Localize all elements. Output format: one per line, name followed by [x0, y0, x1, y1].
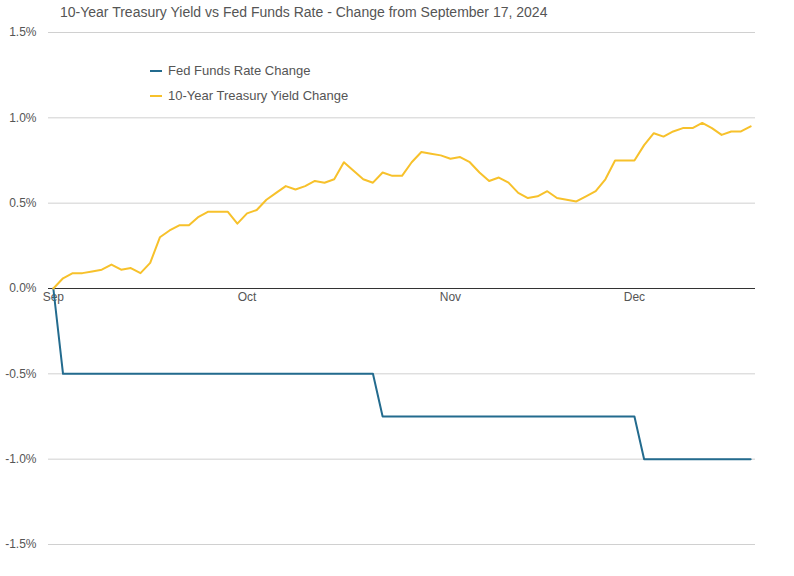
svg-text:0.5%: 0.5% [9, 196, 37, 210]
svg-text:-1.0%: -1.0% [5, 452, 37, 466]
html-text:10-Year Treasury Yield Change: 10-Year Treasury Yield Change [168, 88, 349, 103]
svg-text:Sep: Sep [42, 290, 64, 304]
svg-text:1.5%: 1.5% [9, 25, 37, 39]
svg-text:Nov: Nov [440, 290, 461, 304]
svg-text:Oct: Oct [238, 290, 257, 304]
svg-text:0.0%: 0.0% [9, 281, 37, 295]
html-text:10-Year Treasury Yield vs Fed: 10-Year Treasury Yield vs Fed Funds Rate… [60, 4, 548, 20]
svg-text:Dec: Dec [624, 290, 645, 304]
svg-text:-1.5%: -1.5% [5, 537, 37, 551]
svg-text:-0.5%: -0.5% [5, 367, 37, 381]
svg-text:1.0%: 1.0% [9, 111, 37, 125]
html-text:Fed Funds Rate Change: Fed Funds Rate Change [168, 63, 311, 78]
